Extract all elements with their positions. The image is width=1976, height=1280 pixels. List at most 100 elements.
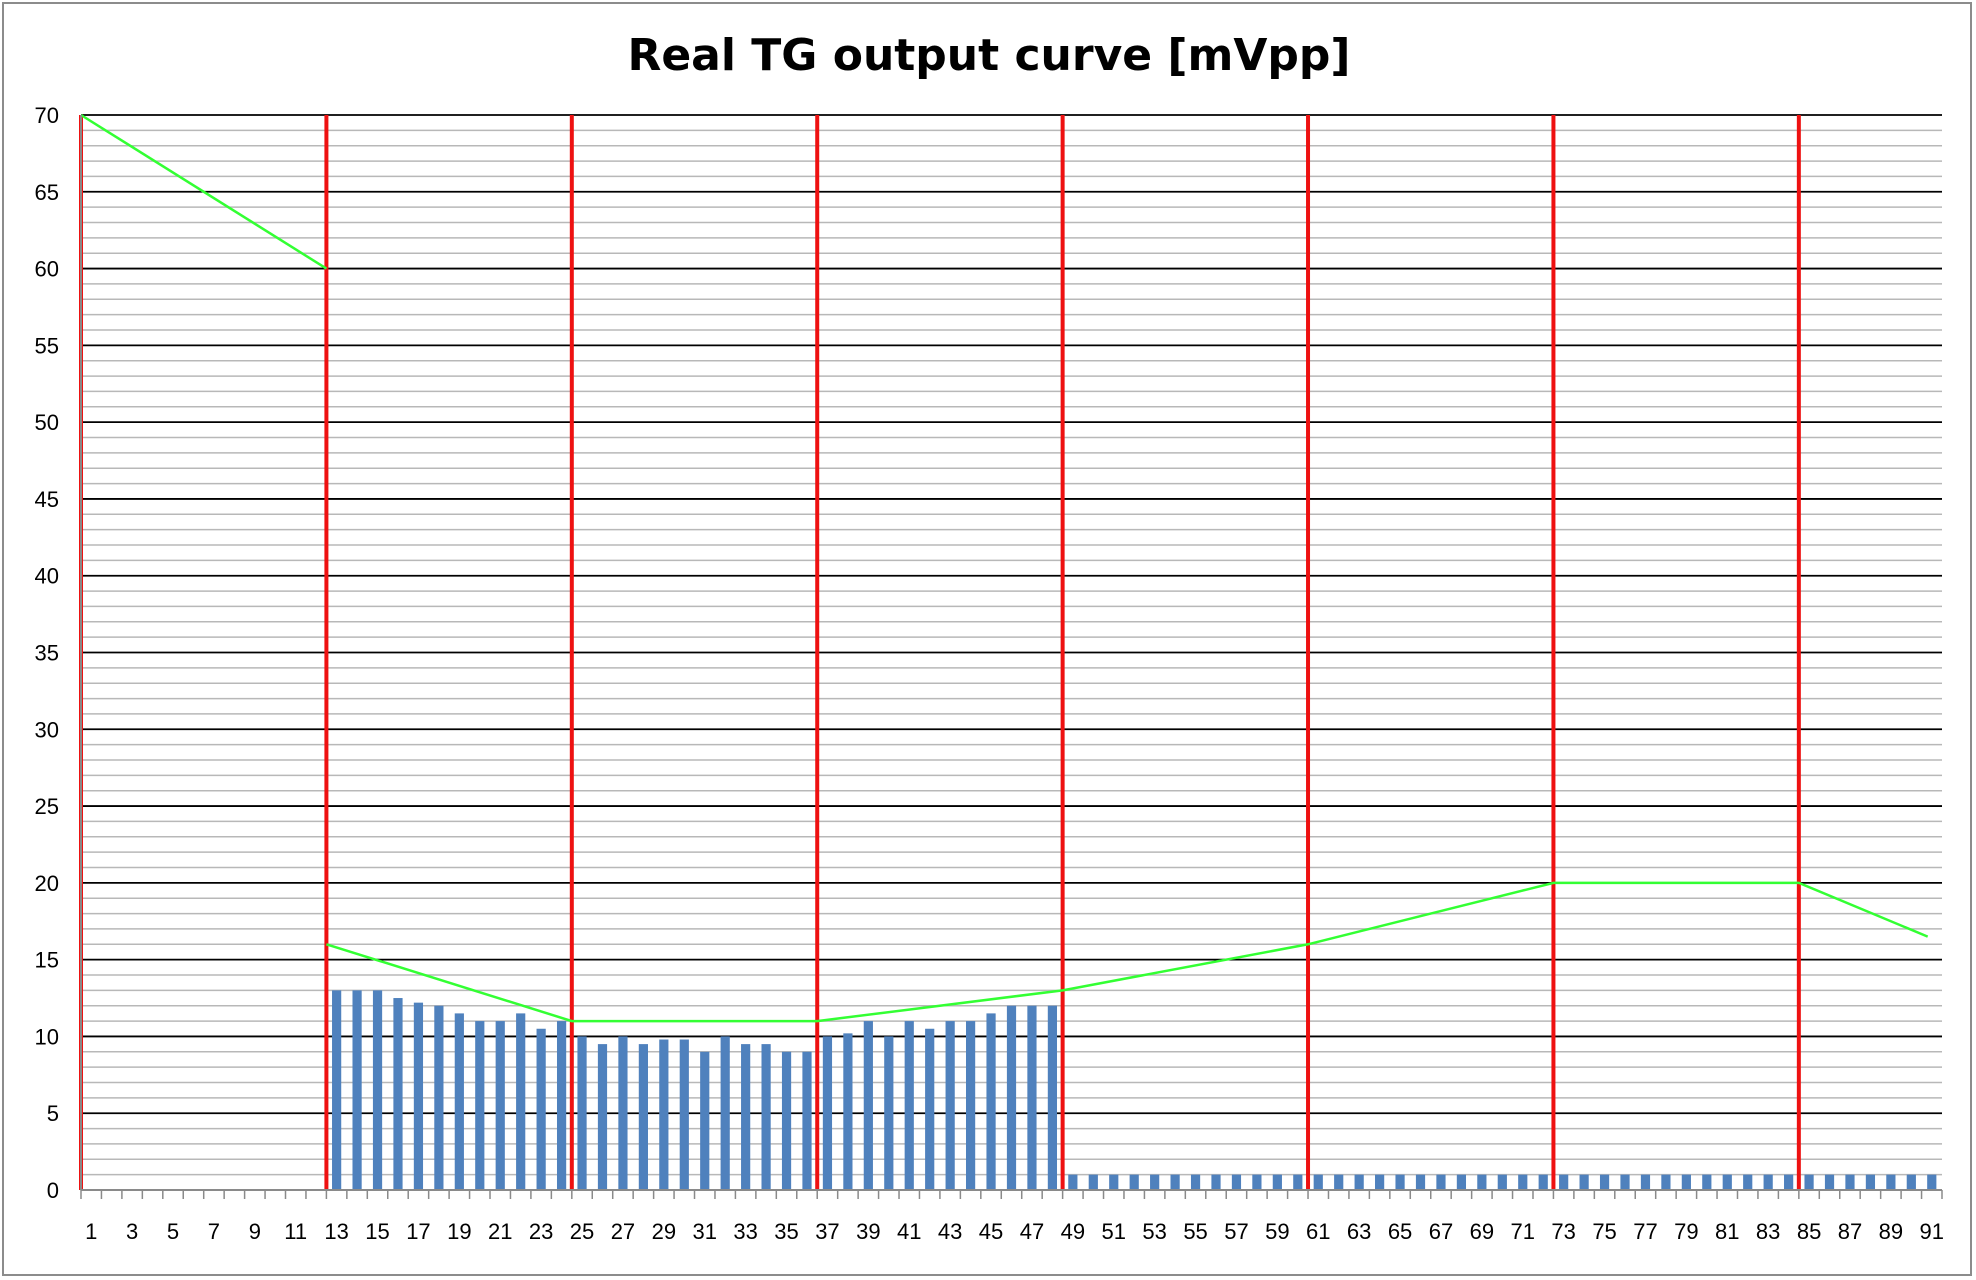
x-tick-label: 51: [1102, 1219, 1126, 1244]
chart-title: Real TG output curve [mVpp]: [627, 30, 1351, 81]
bar: [1150, 1174, 1160, 1190]
bar: [1640, 1174, 1651, 1190]
bar: [1702, 1174, 1712, 1190]
x-tick-label: 91: [1920, 1219, 1944, 1244]
y-tick-label: 10: [35, 1024, 59, 1049]
y-tick-label: 40: [35, 564, 59, 589]
bar: [945, 1021, 955, 1190]
x-tick-label: 37: [815, 1219, 839, 1244]
x-tick-label: 55: [1183, 1219, 1207, 1244]
y-tick-label: 35: [35, 641, 59, 666]
x-tick-label: 77: [1633, 1219, 1657, 1244]
bar: [863, 1021, 873, 1190]
x-tick-label: 47: [1020, 1219, 1044, 1244]
x-tick-label: 33: [733, 1219, 757, 1244]
bar: [1518, 1174, 1528, 1190]
bar: [1231, 1174, 1242, 1190]
bar: [1456, 1174, 1467, 1190]
bar: [843, 1033, 853, 1190]
bar: [1763, 1174, 1773, 1190]
x-tick-label: 53: [1142, 1219, 1166, 1244]
bar: [741, 1044, 751, 1190]
x-tick-label: 75: [1592, 1219, 1616, 1244]
bar: [1804, 1174, 1814, 1190]
x-tick-label: 89: [1879, 1219, 1903, 1244]
axes: [80, 115, 1943, 1199]
x-tick-label: 31: [692, 1219, 716, 1244]
x-tick-label: 7: [208, 1219, 220, 1244]
y-tick-label: 65: [35, 180, 59, 205]
bar: [1681, 1174, 1691, 1190]
x-tick-label: 49: [1061, 1219, 1085, 1244]
major-gridlines: [81, 114, 1942, 1115]
bar: [1006, 1005, 1017, 1190]
bar: [1865, 1174, 1876, 1190]
bar: [372, 990, 383, 1190]
bar: [720, 1036, 730, 1190]
x-tick-label: 27: [611, 1219, 635, 1244]
y-tick-label: 70: [35, 103, 59, 128]
x-tick-label: 19: [447, 1219, 471, 1244]
bar: [1824, 1174, 1835, 1190]
line-series: [80, 113, 1929, 1023]
bar: [1109, 1174, 1119, 1190]
x-tick-label: 79: [1674, 1219, 1698, 1244]
x-tick-label: 83: [1756, 1219, 1780, 1244]
x-tick-label: 21: [488, 1219, 512, 1244]
bar: [1313, 1174, 1323, 1190]
bar: [679, 1039, 689, 1190]
bar: [495, 1021, 505, 1190]
bar: [1784, 1174, 1794, 1190]
x-tick-label: 71: [1511, 1219, 1535, 1244]
y-tick-label: 30: [35, 717, 59, 742]
y-tick-label: 5: [47, 1101, 59, 1126]
x-tick-label: 57: [1224, 1219, 1248, 1244]
bar: [413, 1002, 424, 1190]
bar: [516, 1013, 526, 1190]
y-tick-label: 45: [35, 487, 59, 512]
bar: [1068, 1174, 1078, 1190]
bar: [1743, 1174, 1753, 1190]
x-tick-label: 11: [284, 1219, 307, 1244]
bar: [597, 1044, 608, 1190]
bar-series: [332, 990, 1937, 1190]
bar: [454, 1013, 464, 1190]
x-tick-labels: 1 3 5 7 9 11 13 15 17 19 21 23 25 27 29 31 33 35 37 39 41 43 4…: [85, 1219, 1944, 1244]
x-tick-label: 1: [85, 1219, 97, 1244]
y-tick-label: 15: [35, 948, 59, 973]
bar: [1211, 1174, 1221, 1190]
y-tick-label: 25: [35, 794, 59, 819]
x-tick-label: 39: [856, 1219, 880, 1244]
bar: [1538, 1174, 1548, 1190]
line-segment: [80, 113, 328, 270]
bar: [577, 1036, 587, 1190]
bar: [1395, 1174, 1405, 1190]
bar: [1252, 1174, 1262, 1190]
x-tick-label: 65: [1388, 1219, 1412, 1244]
bar: [802, 1051, 812, 1190]
bar: [1906, 1174, 1916, 1190]
x-tick-label: 45: [979, 1219, 1003, 1244]
x-tick-label: 17: [406, 1219, 430, 1244]
bar: [700, 1051, 710, 1190]
bar: [965, 1021, 976, 1190]
bar: [781, 1051, 792, 1190]
bar: [1190, 1174, 1201, 1190]
bar: [332, 990, 342, 1190]
bar: [986, 1013, 996, 1190]
x-tick-label: 67: [1429, 1219, 1453, 1244]
line-segment: [326, 881, 1929, 1023]
x-tick-label: 13: [324, 1219, 348, 1244]
bar: [1927, 1174, 1937, 1190]
bar: [904, 1021, 914, 1190]
x-tick-label: 73: [1551, 1219, 1575, 1244]
x-tick-label: 63: [1347, 1219, 1371, 1244]
x-tick-label: 81: [1715, 1219, 1739, 1244]
y-tick-labels: 0 5 10 15 20 25 30 35 40 45 50 55 60 65 70: [35, 103, 59, 1203]
bar: [475, 1021, 485, 1190]
bar: [393, 998, 403, 1190]
bar: [925, 1028, 935, 1190]
bar: [536, 1028, 546, 1190]
bar: [352, 990, 362, 1190]
